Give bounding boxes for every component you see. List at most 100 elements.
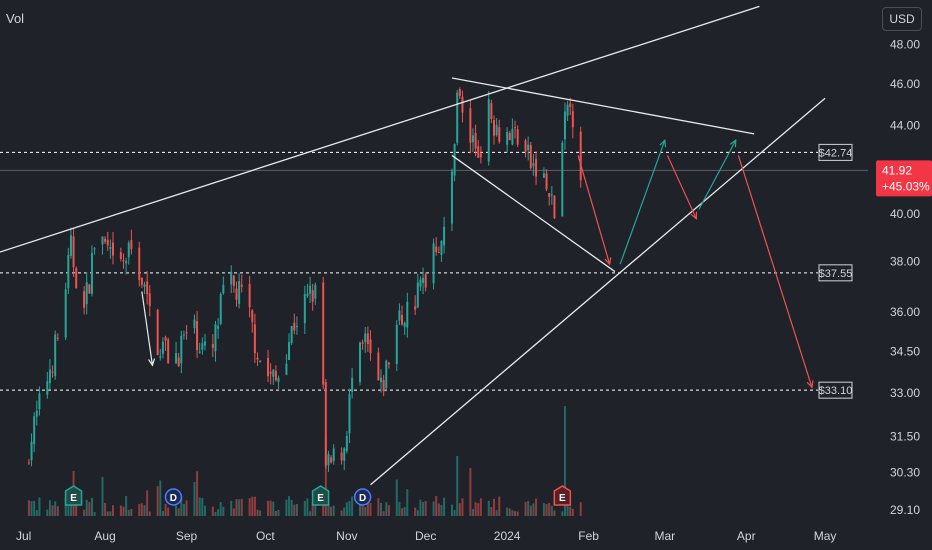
candle-body (295, 326, 298, 328)
candle-body (185, 332, 188, 334)
volume-bar (138, 503, 141, 516)
volume-bar (401, 508, 404, 516)
volume-bar (553, 510, 556, 516)
volume-indicator-label[interactable]: Vol (6, 11, 25, 26)
level-label-box[interactable] (818, 381, 853, 399)
earnings-marker[interactable] (553, 485, 572, 506)
dividend-marker[interactable] (353, 488, 372, 506)
trend-lines[interactable] (0, 5, 826, 486)
volume-bar (193, 482, 196, 516)
volume-bar (106, 511, 109, 516)
candle-body (351, 377, 354, 393)
candle-body (83, 291, 86, 308)
volume-bar (479, 498, 482, 516)
horizontal-levels[interactable]: $42.74 $37.55 $33.10 (0, 143, 853, 399)
volume-bar (256, 509, 259, 516)
trend-line-lower-channel[interactable] (370, 97, 826, 486)
volume-bar (579, 502, 582, 516)
projection-arrow-line[interactable] (141, 291, 154, 366)
candle-body (104, 238, 107, 242)
candle-body (101, 236, 104, 245)
volume-bar (130, 509, 133, 516)
candle-body (90, 252, 93, 294)
candle-body (235, 288, 238, 300)
trend-line-wedge-top[interactable] (451, 77, 755, 135)
level-label-box[interactable] (818, 143, 853, 161)
volume-bar (290, 499, 293, 516)
volume-bar (232, 508, 235, 516)
volume-bar (453, 510, 456, 516)
candle-body (109, 247, 112, 249)
volume-bar (369, 502, 372, 516)
candle-body (111, 242, 114, 256)
candle-body (30, 441, 33, 461)
volume-bar (435, 496, 438, 516)
candle-body (119, 252, 122, 259)
candle-body (432, 243, 435, 284)
level-label-box[interactable] (818, 264, 853, 282)
volume-bar (259, 510, 262, 516)
current-price-tag[interactable] (876, 160, 932, 197)
trend-line-upper-channel[interactable] (0, 5, 760, 253)
projection-arrows[interactable] (141, 138, 814, 389)
candle-body (232, 275, 235, 286)
volume-bar (101, 476, 104, 516)
time-axis[interactable]: Jul Aug Sep Oct Nov Dec 2024 Feb Mar Apr May (16, 529, 836, 543)
candle-body (440, 240, 443, 255)
candle-body (127, 242, 130, 258)
projection-arrow-line[interactable] (577, 155, 611, 265)
candle-body (272, 369, 275, 377)
volume-bar (545, 504, 548, 516)
candle-body (416, 282, 419, 308)
volume-bar (348, 501, 351, 516)
volume-bar (180, 496, 183, 516)
candle-body (277, 377, 280, 382)
volume-bar (361, 499, 364, 516)
candle-body (495, 125, 498, 136)
volume-bar (235, 498, 238, 516)
price-tick-label: 30.30 (890, 465, 920, 479)
earnings-marker[interactable] (64, 485, 83, 506)
candle-body (274, 370, 277, 381)
time-tick-label: Feb (578, 529, 599, 543)
candle-body (269, 371, 272, 374)
earnings-marker[interactable] (311, 485, 330, 506)
candle-body (267, 357, 270, 377)
candle-body (471, 135, 474, 143)
volume-bar (38, 497, 41, 516)
trend-line-wedge-bottom[interactable] (451, 154, 616, 273)
candle-body (285, 363, 288, 375)
volume-bar (380, 502, 383, 516)
candle-body (561, 142, 564, 217)
volume-bar (508, 508, 511, 516)
candle-body (309, 285, 312, 294)
currency-button[interactable]: USD (882, 7, 922, 31)
volume-bar (201, 498, 204, 516)
volume-bar (324, 436, 327, 516)
projection-arrow-line[interactable] (698, 139, 737, 210)
candle-body (140, 277, 143, 285)
volume-bar (437, 503, 440, 516)
candle-body (380, 377, 383, 383)
volume-bar (214, 511, 217, 516)
candle-body (327, 454, 330, 466)
volume-bar (295, 504, 298, 516)
candle-body (311, 290, 314, 302)
candle-body (395, 324, 398, 364)
time-tick-label: Nov (336, 529, 357, 543)
candle-body (324, 382, 327, 466)
dividend-marker[interactable] (164, 488, 183, 506)
candle-body (424, 274, 427, 288)
projection-arrow-line[interactable] (619, 140, 666, 265)
event-marker-label: E (70, 493, 77, 504)
candle-body (419, 279, 422, 287)
price-tick-label: 36.00 (890, 305, 920, 319)
projection-arrow-line[interactable] (666, 155, 697, 219)
price-tick-label: 40.00 (890, 207, 920, 221)
volume-bar (161, 511, 164, 516)
price-axis[interactable]: 48.0046.0044.0042.0040.0038.0036.0034.50… (876, 37, 932, 517)
projection-arrow-line[interactable] (737, 155, 813, 388)
volume-bar (395, 479, 398, 516)
